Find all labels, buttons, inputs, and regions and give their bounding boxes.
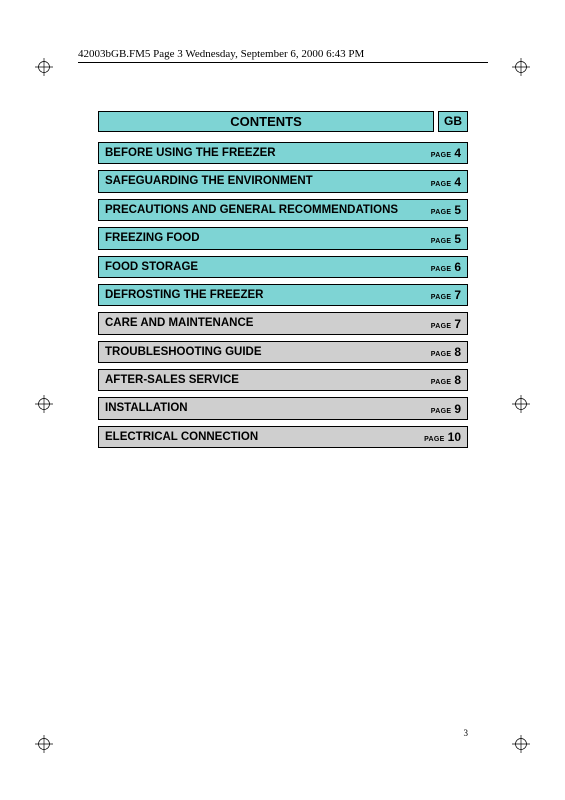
toc-page-label: PAGE [431,351,452,358]
crop-mark-icon [35,58,53,76]
toc-page-number: 5 [454,203,461,217]
crop-mark-icon [35,735,53,753]
toc-item[interactable]: INSTALLATIONPAGE9 [98,397,468,419]
toc-page-number: 9 [454,402,461,416]
toc-page-number: 10 [448,430,461,444]
toc-page-number: 5 [454,232,461,246]
toc-item-page: PAGE4 [431,146,461,160]
toc-item-title: BEFORE USING THE FREEZER [105,146,431,160]
toc-item[interactable]: FOOD STORAGEPAGE6 [98,256,468,278]
toc-item-page: PAGE8 [431,345,461,359]
toc-page-label: PAGE [431,323,452,330]
toc-item-page: PAGE9 [431,402,461,416]
toc-item[interactable]: FREEZING FOODPAGE5 [98,227,468,249]
toc-page-number: 4 [454,146,461,160]
toc-item-title: TROUBLESHOOTING GUIDE [105,345,431,359]
toc-page-label: PAGE [431,238,452,245]
toc-page-label: PAGE [424,436,445,443]
toc-item-title: SAFEGUARDING THE ENVIRONMENT [105,174,431,188]
toc-item[interactable]: SAFEGUARDING THE ENVIRONMENTPAGE4 [98,170,468,192]
toc-page-label: PAGE [431,379,452,386]
toc-item-page: PAGE8 [431,373,461,387]
toc-item-title: PRECAUTIONS AND GENERAL RECOMMENDATIONS [105,203,431,217]
toc-item-page: PAGE5 [431,232,461,246]
toc-page-number: 8 [454,345,461,359]
toc-item[interactable]: BEFORE USING THE FREEZERPAGE4 [98,142,468,164]
toc-item-title: FREEZING FOOD [105,231,431,245]
crop-mark-icon [512,735,530,753]
toc-item-title: CARE AND MAINTENANCE [105,316,431,330]
toc-page-number: 6 [454,260,461,274]
document-header: 42003bGB.FM5 Page 3 Wednesday, September… [78,48,488,60]
toc-page-label: PAGE [431,294,452,301]
crop-mark-icon [35,395,53,413]
toc-page-label: PAGE [431,266,452,273]
contents-language-badge: GB [438,111,468,132]
toc-item-page: PAGE5 [431,203,461,217]
toc-item[interactable]: AFTER-SALES SERVICEPAGE8 [98,369,468,391]
toc-page-number: 7 [454,317,461,331]
toc-page-number: 7 [454,288,461,302]
page-frame: 42003bGB.FM5 Page 3 Wednesday, September… [78,48,488,748]
toc-page-label: PAGE [431,209,452,216]
toc-item-page: PAGE7 [431,288,461,302]
toc-item[interactable]: DEFROSTING THE FREEZERPAGE7 [98,284,468,306]
toc-item[interactable]: CARE AND MAINTENANCEPAGE7 [98,312,468,334]
toc-item-title: DEFROSTING THE FREEZER [105,288,431,302]
toc-item-page: PAGE4 [431,175,461,189]
toc-page-number: 8 [454,373,461,387]
crop-mark-icon [512,395,530,413]
toc-item-title: AFTER-SALES SERVICE [105,373,431,387]
contents-title: CONTENTS [98,111,434,132]
toc-page-label: PAGE [431,181,452,188]
table-of-contents: BEFORE USING THE FREEZERPAGE4SAFEGUARDIN… [98,142,468,448]
toc-item-page: PAGE10 [424,430,461,444]
contents-header-row: CONTENTS GB [98,111,468,132]
header-rule [78,62,488,63]
toc-item[interactable]: PRECAUTIONS AND GENERAL RECOMMENDATIONSP… [98,199,468,221]
toc-item-title: FOOD STORAGE [105,260,431,274]
toc-item[interactable]: ELECTRICAL CONNECTIONPAGE10 [98,426,468,448]
toc-item-title: ELECTRICAL CONNECTION [105,430,424,444]
toc-page-label: PAGE [431,408,452,415]
toc-page-label: PAGE [431,152,452,159]
toc-item-page: PAGE6 [431,260,461,274]
toc-item-title: INSTALLATION [105,401,431,415]
page-number: 3 [464,728,469,738]
toc-item[interactable]: TROUBLESHOOTING GUIDEPAGE8 [98,341,468,363]
toc-page-number: 4 [454,175,461,189]
toc-item-page: PAGE7 [431,317,461,331]
crop-mark-icon [512,58,530,76]
